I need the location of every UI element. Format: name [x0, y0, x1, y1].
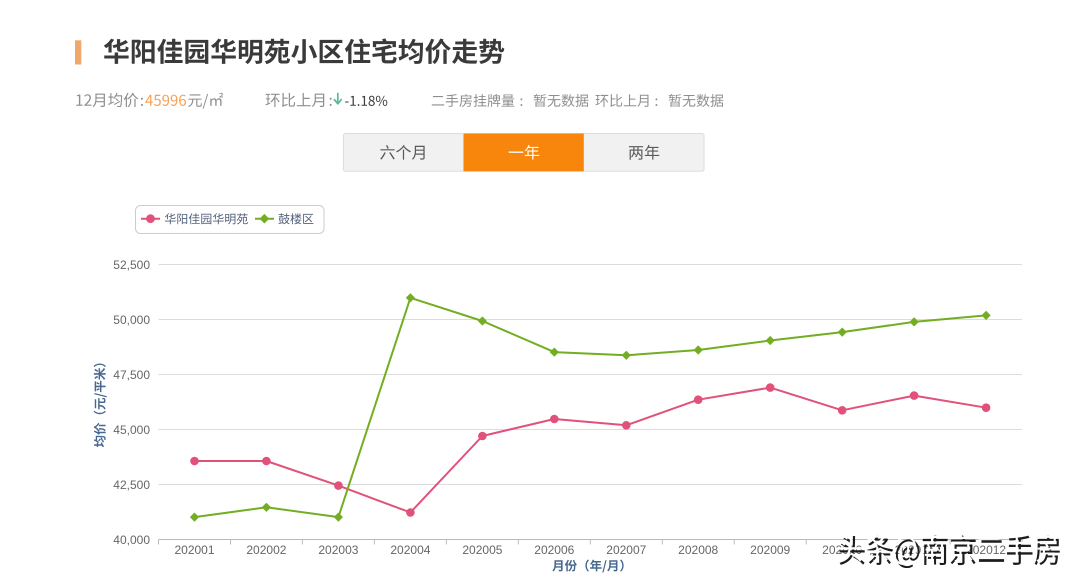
svg-text:202009: 202009	[750, 543, 790, 557]
svg-text:202008: 202008	[678, 543, 718, 557]
svg-text:202001: 202001	[174, 543, 214, 557]
svg-text:202004: 202004	[390, 543, 430, 557]
svg-text:202006: 202006	[534, 543, 574, 557]
svg-text:47,500: 47,500	[113, 368, 150, 382]
svg-text:50,000: 50,000	[113, 313, 150, 327]
svg-text:40,000: 40,000	[113, 533, 150, 547]
svg-text:202012: 202012	[966, 543, 1006, 557]
svg-text:202002: 202002	[246, 543, 286, 557]
svg-text:202003: 202003	[318, 543, 358, 557]
svg-text:202005: 202005	[462, 543, 502, 557]
svg-text:45,000: 45,000	[113, 423, 150, 437]
svg-text:52,500: 52,500	[113, 258, 150, 272]
svg-text:202007: 202007	[606, 543, 646, 557]
svg-text:42,500: 42,500	[113, 478, 150, 492]
